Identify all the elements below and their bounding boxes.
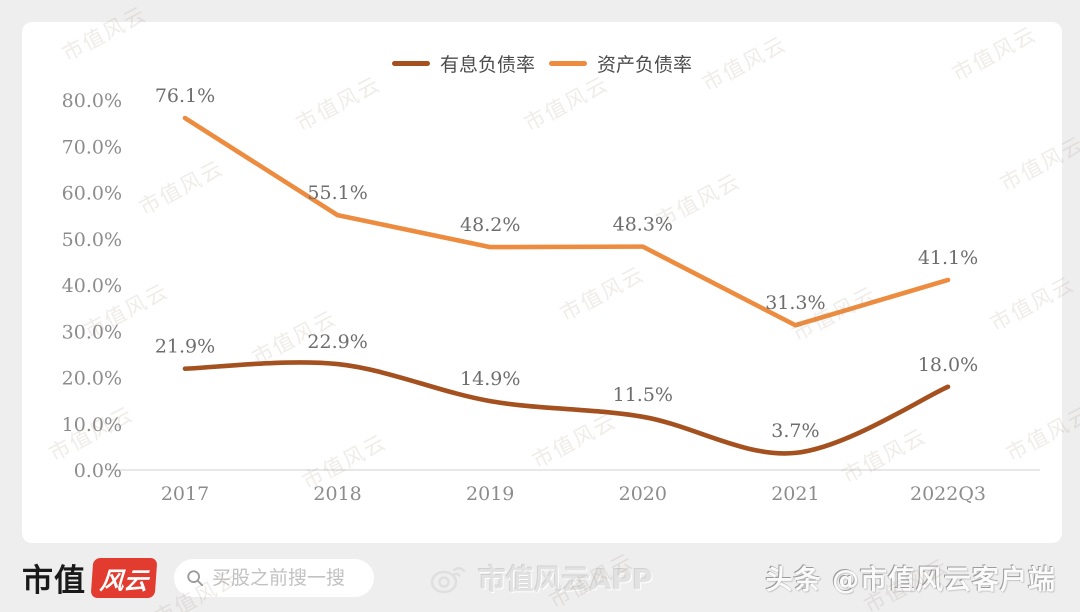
footer-bar: 市值 风云 市值风云APP 头条 @市值风云客户端 — [0, 543, 1080, 612]
x-tick-label: 2020 — [619, 483, 667, 505]
legend-line-swatch — [391, 61, 430, 66]
data-label: 14.9% — [460, 368, 520, 390]
legend-label: 有息负债率 — [439, 54, 535, 76]
legend-label: 资产负债率 — [597, 54, 693, 76]
data-label: 41.1% — [918, 247, 978, 269]
data-label: 22.9% — [307, 331, 367, 353]
data-label: 11.5% — [613, 384, 673, 406]
x-tick-label: 2019 — [466, 483, 514, 505]
weibo-icon — [430, 566, 466, 593]
data-label: 48.2% — [460, 214, 520, 236]
search-input[interactable] — [212, 566, 362, 589]
brand-logo: 市值 风云 — [22, 555, 158, 600]
toutiao-handle: 头条 @市值风云客户端 — [765, 565, 1056, 596]
data-label: 76.1% — [155, 85, 215, 107]
y-tick-label: 20.0% — [62, 368, 122, 390]
brand-badge: 风云 — [90, 557, 158, 598]
app-promo-label: 市值风云APP — [478, 562, 653, 596]
data-label: 31.3% — [765, 292, 825, 314]
y-tick-label: 0.0% — [74, 460, 122, 482]
data-label: 48.3% — [613, 214, 673, 236]
y-tick-label: 70.0% — [62, 136, 122, 158]
x-tick-label: 2022Q3 — [910, 483, 986, 505]
y-tick-label: 10.0% — [62, 414, 122, 436]
data-label: 21.9% — [155, 336, 215, 358]
y-tick-label: 50.0% — [62, 229, 122, 251]
x-tick-label: 2018 — [313, 483, 361, 505]
y-tick-label: 60.0% — [62, 183, 122, 205]
data-label: 55.1% — [307, 182, 367, 204]
brand-text: 市值 — [22, 563, 86, 599]
data-label: 3.7% — [771, 420, 819, 442]
legend-item: 有息负债率 — [391, 50, 535, 77]
search-icon — [187, 569, 204, 586]
legend-item: 资产负债率 — [549, 50, 692, 77]
app-promo: 市值风云APP — [430, 558, 653, 598]
y-tick-label: 40.0% — [62, 275, 122, 297]
data-label: 18.0% — [918, 354, 978, 376]
y-tick-label: 30.0% — [62, 321, 122, 343]
chart-card: 有息负债率 资产负债率 80.0% 70.0% 60.0% 50.0% 40.0% 30.0… — [22, 22, 1062, 543]
line-chart: 80.0% 70.0% 60.0% 50.0% 40.0% 30.0% 20.0% 10.0%… — [62, 85, 1040, 505]
series-line — [182, 115, 951, 328]
x-tick-label: 2021 — [771, 483, 819, 505]
search-box[interactable] — [174, 558, 374, 597]
series-line — [182, 360, 951, 456]
x-tick-label: 2017 — [161, 483, 209, 505]
chart-legend: 有息负债率 资产负债率 — [22, 50, 1062, 77]
y-tick-label: 80.0% — [62, 90, 122, 112]
legend-line-swatch — [549, 61, 587, 66]
